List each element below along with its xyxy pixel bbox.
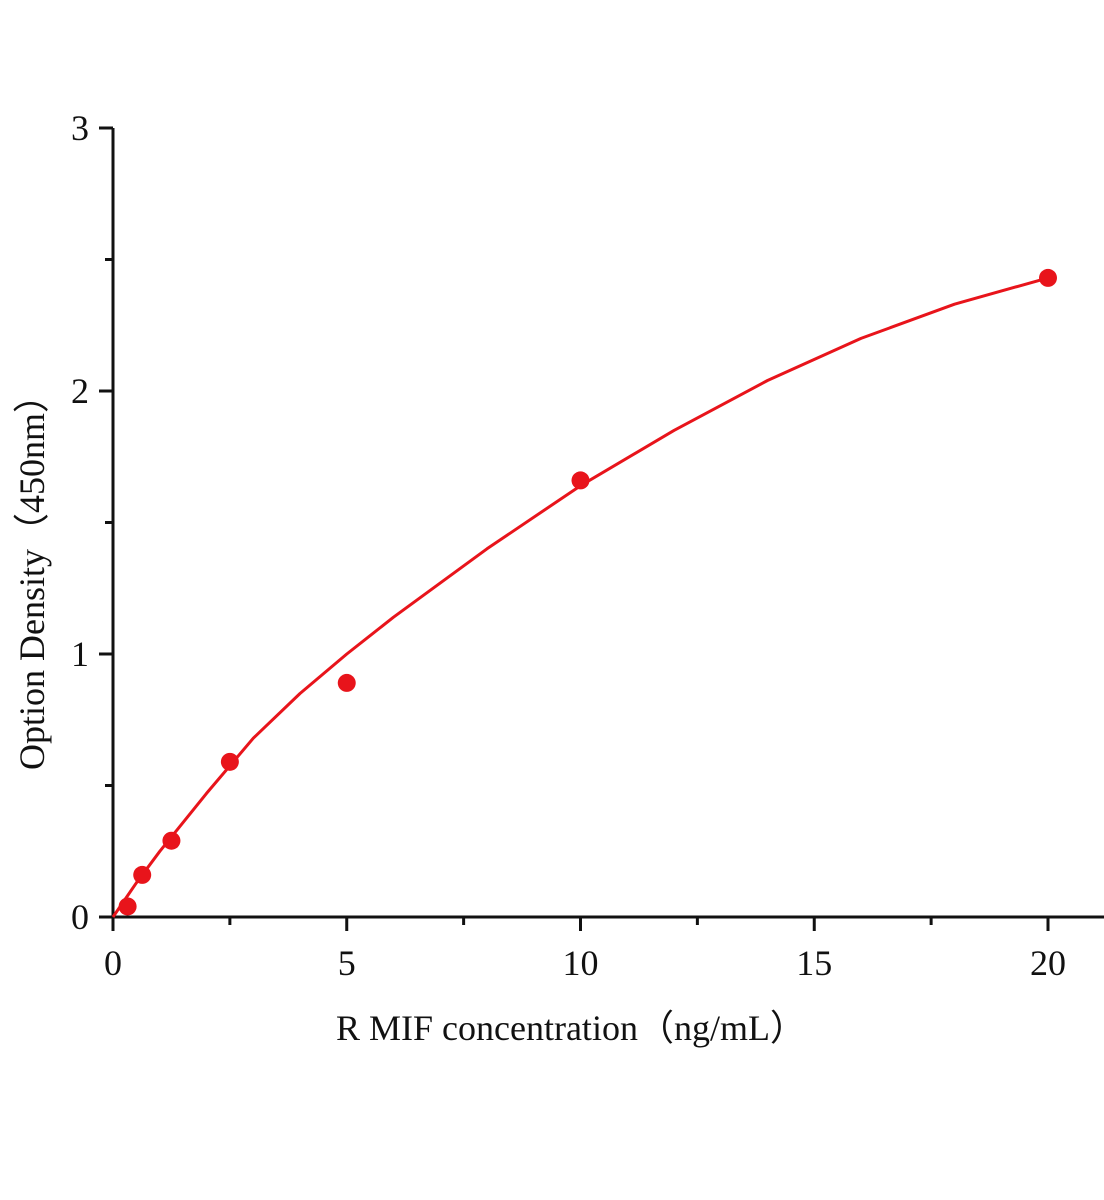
fit-curve xyxy=(111,276,1049,918)
x-tick-label: 0 xyxy=(104,943,122,983)
axes: 0 5 10 15 20 0 1 2 3 xyxy=(71,108,1104,983)
data-point xyxy=(220,752,239,771)
y-tick-label: 3 xyxy=(71,108,89,148)
data-point xyxy=(571,471,590,490)
fit-curve-group xyxy=(111,276,1049,918)
y-tick-label: 2 xyxy=(71,371,89,411)
x-tick-label: 5 xyxy=(338,943,356,983)
x-tick-label: 20 xyxy=(1030,943,1066,983)
x-tick-label: 10 xyxy=(563,943,599,983)
data-point xyxy=(337,673,356,692)
x-tick-label: 15 xyxy=(796,943,832,983)
y-tick-label: 1 xyxy=(71,634,89,674)
y-tick-label: 0 xyxy=(71,897,89,937)
y-axis-label: Option Density（450nm） xyxy=(12,377,52,770)
data-point xyxy=(162,831,181,850)
data-points xyxy=(118,268,1057,916)
x-axis-label: R MIF concentration（ng/mL） xyxy=(336,1008,806,1048)
data-point xyxy=(118,897,137,916)
data-point xyxy=(1039,268,1057,287)
data-point xyxy=(133,865,152,884)
